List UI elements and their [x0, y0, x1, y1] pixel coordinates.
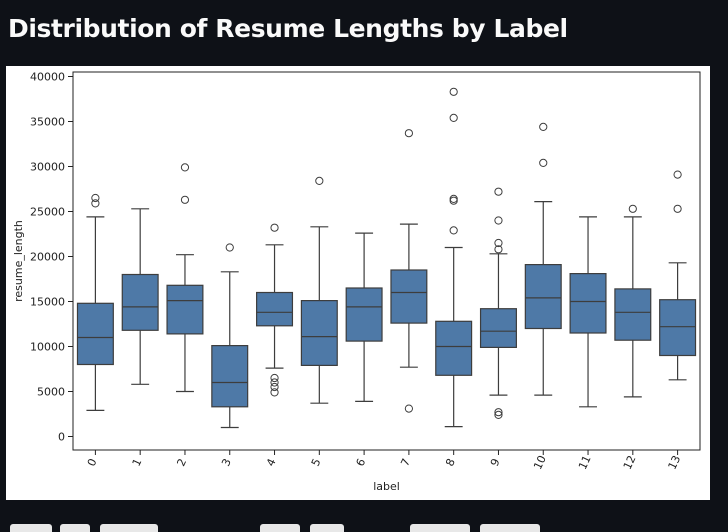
outlier-point [225, 243, 234, 252]
y-tick-label: 10000 [30, 341, 65, 354]
box [166, 284, 204, 335]
plot-frame [72, 71, 701, 451]
outlier-point [539, 122, 548, 132]
outlier-point [449, 113, 458, 123]
x-tick-label: 9 [488, 457, 503, 469]
box [479, 308, 517, 348]
box [256, 291, 294, 327]
box-group-1 [121, 208, 159, 385]
page-title: Distribution of Resume Lengths by Label [8, 14, 568, 43]
box [569, 273, 607, 334]
box-group-8 [435, 87, 473, 428]
outlier-point [628, 204, 637, 213]
x-tick-label: 13 [666, 453, 684, 471]
outlier-point [494, 410, 503, 419]
outlier-point [270, 378, 279, 387]
outlier-point [494, 187, 503, 196]
outlier-point [539, 158, 548, 168]
outlier-point [270, 388, 279, 397]
x-axis-label: label [373, 480, 400, 493]
box-group-12 [614, 204, 652, 398]
box [76, 302, 114, 366]
box [524, 264, 562, 330]
x-tick-label: 12 [621, 453, 639, 471]
outlier-point [270, 373, 279, 383]
box-group-5 [300, 176, 338, 404]
x-tick-label: 4 [264, 457, 279, 469]
y-tick-label: 20000 [30, 251, 65, 264]
y-tick-label: 0 [58, 431, 65, 444]
outlier-point [180, 195, 190, 204]
outlier-point [270, 223, 279, 232]
x-tick-label: 5 [309, 457, 324, 469]
outlier-point [91, 193, 100, 203]
outlier-point [494, 216, 503, 225]
outlier-point [404, 129, 413, 138]
box [390, 269, 428, 324]
box-group-3 [211, 243, 249, 429]
x-tick-label: 6 [354, 457, 369, 469]
box-group-2 [166, 163, 204, 393]
y-tick-label: 25000 [30, 206, 65, 219]
outlier-point [494, 238, 503, 248]
box-group-6 [345, 232, 383, 402]
outlier-point [270, 382, 279, 392]
y-tick-label: 35000 [30, 116, 65, 129]
y-axis-label: resume_length [12, 220, 25, 302]
boxplot-chart: 0 5000 10000 15000 20000 25000 30000 35000 40000… [12, 71, 701, 493]
y-tick-label: 40000 [30, 71, 65, 84]
x-tick-label: 10 [531, 453, 549, 471]
x-tick-label: 3 [219, 457, 234, 469]
box [300, 300, 338, 367]
outlier-point [449, 194, 458, 203]
box-group-10 [524, 122, 562, 396]
x-tick-label: 7 [398, 457, 413, 469]
box-group-7 [390, 129, 428, 413]
outlier-point [673, 204, 682, 213]
outlier-point [91, 199, 100, 208]
box [121, 273, 159, 331]
box [659, 299, 697, 357]
box [614, 288, 652, 341]
outlier-point [494, 408, 503, 417]
outlier-point [449, 87, 458, 96]
box-group-9 [479, 187, 517, 419]
box [435, 320, 473, 376]
box [345, 287, 383, 342]
x-tick-label: 1 [130, 457, 145, 469]
box-group-0 [76, 193, 114, 411]
outlier-point [404, 404, 413, 413]
outlier-point [449, 226, 458, 235]
outlier-point [315, 176, 324, 186]
outlier-point [673, 170, 682, 179]
box [211, 345, 249, 408]
x-tick-label: 11 [576, 453, 594, 471]
y-tick-label: 30000 [30, 161, 65, 174]
x-tick-label: 0 [85, 457, 100, 469]
outlier-point [494, 245, 503, 254]
box-group-13 [659, 170, 697, 381]
box-group-4 [256, 223, 294, 397]
chart-card: 0 5000 10000 15000 20000 25000 30000 35000 40000… [6, 66, 710, 500]
y-tick-label: 5000 [37, 386, 65, 399]
x-tick-label: 2 [174, 457, 189, 469]
y-tick-label: 15000 [30, 296, 65, 309]
x-tick-label: 8 [443, 457, 458, 469]
outlier-point [449, 196, 458, 205]
box-group-11 [569, 216, 607, 408]
outlier-point [180, 163, 190, 172]
cut-off-heading [10, 520, 550, 532]
